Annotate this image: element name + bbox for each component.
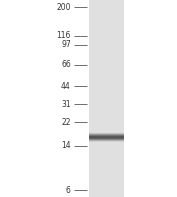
Text: 97: 97	[61, 40, 71, 49]
Text: 22: 22	[61, 118, 71, 127]
Bar	[88, 0, 124, 197]
Text: 31: 31	[61, 100, 71, 109]
Text: 14: 14	[61, 141, 71, 150]
Text: 200: 200	[56, 3, 71, 12]
Text: 66: 66	[61, 60, 71, 69]
Text: 44: 44	[61, 82, 71, 91]
Text: 6: 6	[66, 186, 71, 194]
Text: 116: 116	[56, 31, 71, 40]
